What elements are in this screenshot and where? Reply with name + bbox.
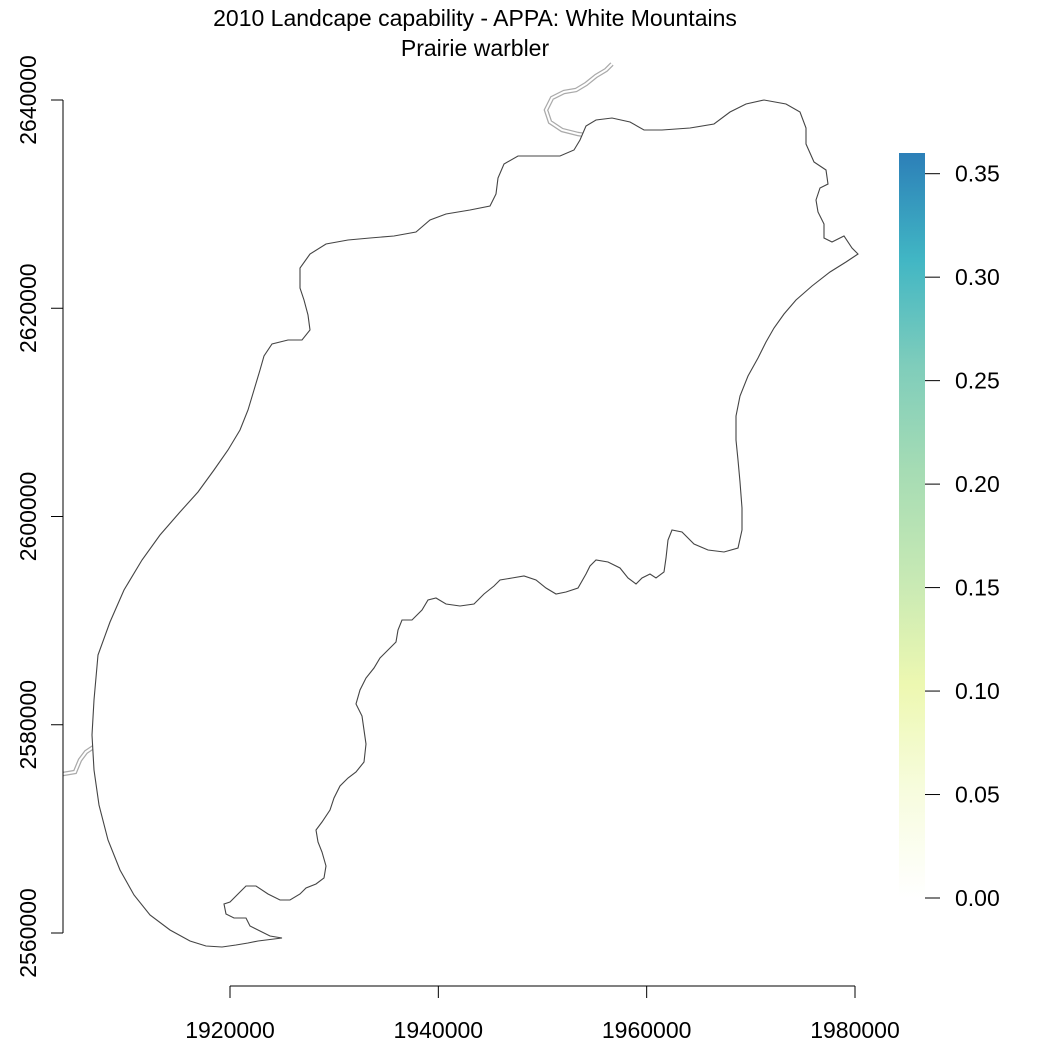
map-title: 2010 Landcape capability - APPA: White M… (213, 5, 737, 31)
colorbar-tick-label: 0.30 (955, 264, 1000, 290)
x-tick-label: 1980000 (810, 1017, 900, 1043)
y-axis: 2560000 2580000 2600000 2620000 2640000 (15, 55, 64, 978)
y-tick-label: 2580000 (15, 680, 41, 770)
y-tick-label: 2560000 (15, 888, 41, 978)
colorbar-tick-label: 0.35 (955, 161, 1000, 187)
colorbar-tick-label: 0.05 (955, 782, 1000, 808)
colorbar-legend: 0.00 0.05 0.10 0.15 0.20 0.25 0.30 0.35 (899, 153, 1000, 911)
colorbar-tick-label: 0.25 (955, 368, 1000, 394)
colorbar-tick-label: 0.20 (955, 471, 1000, 497)
y-tick-label: 2640000 (15, 55, 41, 145)
map-subtitle: Prairie warbler (401, 35, 550, 61)
study-area-boundary (91, 99, 859, 948)
x-tick-label: 1960000 (602, 1017, 692, 1043)
colorbar-tick-label: 0.15 (955, 575, 1000, 601)
colorbar-ticks: 0.00 0.05 0.10 0.15 0.20 0.25 0.30 0.35 (925, 161, 1000, 911)
x-axis: 1920000 1940000 1960000 1980000 (185, 985, 900, 1043)
x-tick-label: 1940000 (394, 1017, 484, 1043)
y-tick-label: 2600000 (15, 472, 41, 562)
x-ticks: 1920000 1940000 1960000 1980000 (185, 986, 900, 1043)
colorbar-tick-label: 0.00 (955, 885, 1000, 911)
y-tick-label: 2620000 (15, 263, 41, 353)
colorbar (899, 153, 925, 898)
y-ticks: 2560000 2580000 2600000 2620000 2640000 (15, 55, 63, 978)
x-tick-label: 1920000 (185, 1017, 275, 1043)
colorbar-tick-label: 0.10 (955, 678, 1000, 704)
